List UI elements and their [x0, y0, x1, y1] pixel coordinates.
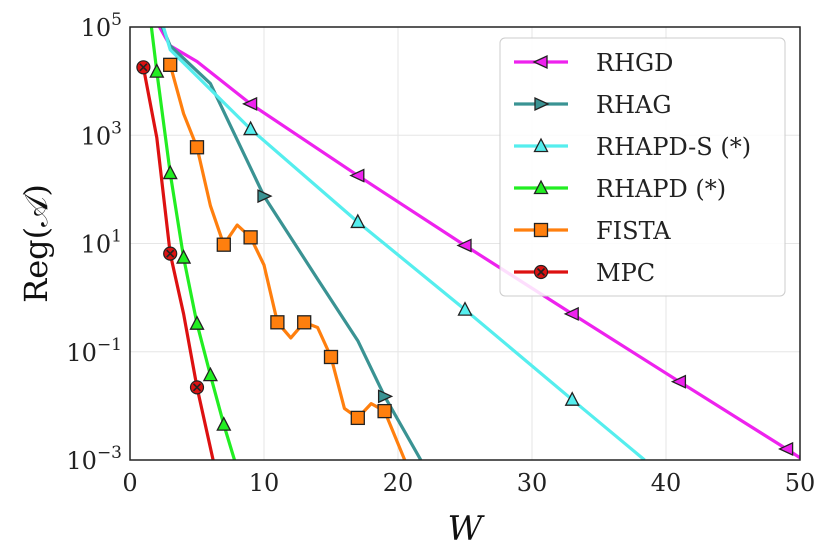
- x-tick-label: 20: [383, 469, 414, 497]
- series-line: [168, 64, 407, 460]
- y-tick-exponent: 3: [111, 118, 122, 138]
- y-tick-label: 10−1: [66, 335, 122, 367]
- y-tick-label: 105: [81, 10, 122, 42]
- plot-area: [136, 27, 800, 460]
- legend-marker: [532, 54, 548, 70]
- y-tick-exponent: 5: [111, 10, 122, 30]
- series-line: [158, 27, 800, 460]
- legend-label: RHAPD-S (*): [596, 133, 751, 161]
- legend-entry-rhgd: RHGD: [514, 49, 673, 77]
- data-point: [136, 60, 151, 75]
- series-rhgd: [158, 27, 800, 460]
- data-point: [243, 230, 258, 245]
- series-rhapd: [149, 27, 237, 460]
- data-point: [564, 391, 580, 406]
- axes-frame: [129, 26, 801, 461]
- data-point: [377, 403, 392, 419]
- data-point: [349, 168, 365, 183]
- series-fista: [163, 57, 407, 460]
- y-tick-exponent: −3: [97, 443, 122, 463]
- legend-entry-mpc: MPC: [514, 259, 655, 287]
- legend-label: RHGD: [596, 49, 673, 77]
- legend-entry-rhapd: RHAPD (*): [514, 175, 726, 203]
- y-tick-label: 101: [81, 227, 122, 259]
- legend-marker: [534, 96, 550, 112]
- data-point: [377, 389, 394, 404]
- x-tick-label: 30: [517, 469, 548, 497]
- legend-box: [499, 37, 786, 297]
- data-point: [457, 301, 473, 316]
- marker-cross: [536, 267, 546, 277]
- data-point: [670, 374, 687, 389]
- legend-label: MPC: [596, 259, 655, 287]
- marker-cross: [139, 63, 148, 72]
- legend-entry-rhapd-s: RHAPD-S (*): [514, 133, 751, 161]
- y-tick-label: 103: [81, 118, 122, 150]
- marker-cross: [192, 383, 202, 392]
- series-line: [141, 67, 215, 460]
- y-tick-base: 10: [81, 122, 112, 150]
- series-line: [160, 27, 423, 460]
- legend-marker: [533, 264, 549, 280]
- marker-cross: [166, 249, 175, 258]
- data-point: [162, 164, 178, 180]
- data-point: [163, 246, 178, 261]
- data-point: [176, 249, 192, 264]
- data-point: [189, 380, 205, 395]
- y-tick-exponent: 1: [111, 227, 122, 247]
- series-mpc: [136, 60, 215, 460]
- data-point: [563, 306, 579, 321]
- x-tick-label: 50: [785, 469, 816, 497]
- data-point: [456, 238, 472, 253]
- data-point: [323, 349, 339, 365]
- x-tick-label: 40: [651, 469, 682, 497]
- series-rhag: [160, 27, 423, 460]
- legend: RHGD RHAG RHAPD-S (*) RHAPD (*) FISTA MPC: [499, 37, 786, 297]
- data-point: [257, 189, 273, 204]
- series-rhapd-s: [161, 27, 646, 460]
- data-point: [202, 366, 218, 382]
- series-line: [149, 27, 237, 460]
- data-point: [189, 315, 205, 330]
- legend-entry-fista: FISTA: [514, 217, 671, 245]
- data-point: [216, 416, 232, 431]
- data-point: [297, 315, 312, 330]
- x-tick-label: 0: [122, 469, 137, 497]
- data-point: [270, 315, 285, 330]
- y-tick-base: 10: [66, 447, 97, 475]
- y-tick-base: 10: [66, 339, 97, 367]
- data-point: [350, 410, 365, 426]
- y-tick-base: 10: [81, 14, 112, 42]
- legend-entry-rhag: RHAG: [514, 91, 672, 119]
- data-point: [350, 213, 366, 229]
- legend-marker: [533, 137, 549, 153]
- y-tick-base: 10: [81, 231, 112, 259]
- y-tick-exponent: −1: [97, 335, 122, 355]
- legend-label: FISTA: [596, 217, 671, 245]
- data-point: [189, 140, 205, 155]
- legend-label: RHAPD (*): [596, 175, 726, 203]
- x-axis-label: W: [448, 509, 486, 549]
- data-point: [163, 57, 178, 72]
- x-tick-label: 10: [249, 469, 280, 497]
- data-point: [243, 120, 259, 136]
- data-point: [778, 441, 794, 456]
- data-point: [242, 96, 258, 111]
- legend-marker: [533, 222, 549, 238]
- data-point: [149, 63, 165, 78]
- y-axis-label: Reg(𝒜): [17, 184, 55, 303]
- legend-marker: [533, 179, 549, 195]
- legend-label: RHAG: [596, 91, 672, 119]
- series-layer: [136, 27, 800, 460]
- y-tick-label: 10−3: [66, 443, 122, 475]
- data-point: [216, 237, 231, 252]
